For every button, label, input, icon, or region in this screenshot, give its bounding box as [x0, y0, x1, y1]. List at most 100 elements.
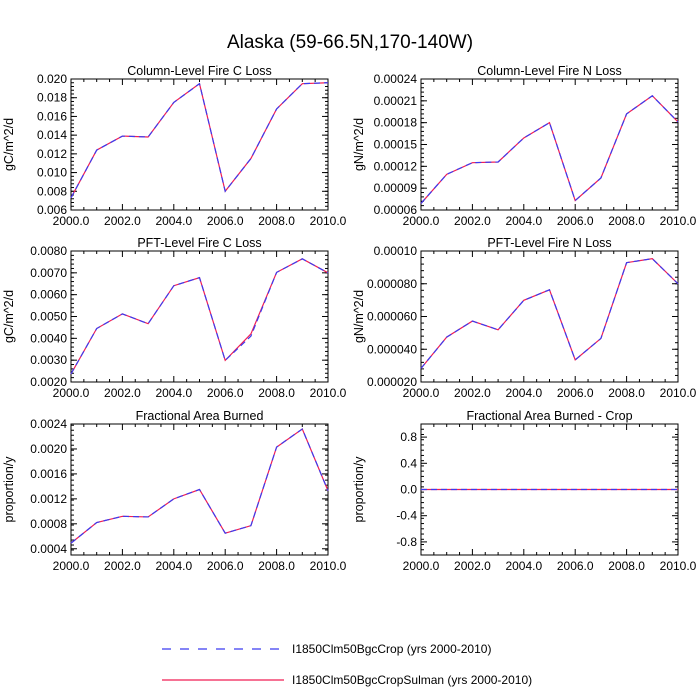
series-line-2 [70, 258, 329, 375]
legend-entry-2: I1850Clm50BgcCropSulman (yrs 2000-2010) [162, 673, 532, 687]
series-line-2 [420, 94, 679, 204]
plot-frame [70, 250, 329, 383]
y-tick-label: 0.006 [37, 203, 67, 217]
y-tick-label: -0.4 [396, 509, 417, 523]
y-tick-label: 0.0024 [30, 417, 67, 431]
x-tick-label: 2000.0 [53, 559, 90, 573]
y-tick-label: 0.00012 [374, 159, 418, 173]
x-tick-label: 2004.0 [505, 214, 542, 228]
y-tick-label: 0.8 [400, 430, 417, 444]
plot-frame [420, 78, 679, 211]
y-axis-label: gN/m^2/d [352, 290, 366, 343]
x-tick-label: 2004.0 [155, 386, 192, 400]
x-tick-label: 2000.0 [403, 559, 440, 573]
y-tick-label: 0.00018 [374, 116, 418, 130]
x-tick-label: 2002.0 [104, 559, 141, 573]
x-tick-label: 2002.0 [454, 559, 491, 573]
series-line-1 [420, 258, 679, 369]
x-tick-label: 2006.0 [557, 214, 594, 228]
x-tick-label: 2010.0 [310, 559, 347, 573]
legend: I1850Clm50BgcCrop (yrs 2000-2010) I1850Cl… [162, 642, 532, 687]
panel-title: PFT-Level Fire N Loss [487, 236, 611, 250]
x-tick-label: 2006.0 [207, 559, 244, 573]
x-tick-label: 2000.0 [403, 214, 440, 228]
figure-title: Alaska (59-66.5N,170-140W) [227, 32, 473, 53]
x-tick-label: 2008.0 [608, 559, 645, 573]
panel-4: PFT-Level Fire N Loss gN/m^2/d 2000.0 2002.… [352, 236, 697, 400]
y-tick-label: 0.0016 [30, 467, 67, 481]
y-tick-label: 0.00009 [374, 181, 418, 195]
panel-2: Column-Level Fire N Loss gN/m^2/d 2000.0 20… [352, 64, 697, 228]
x-tick-label: 2006.0 [557, 386, 594, 400]
legend-entry-1: I1850Clm50BgcCrop (yrs 2000-2010) [162, 642, 491, 656]
y-tick-label: 0.00006 [374, 203, 418, 217]
x-tick-label: 2010.0 [660, 386, 697, 400]
series-line-1 [70, 82, 329, 199]
y-tick-label: 0.0080 [30, 244, 67, 258]
x-tick-label: 2004.0 [505, 559, 542, 573]
panel-title: PFT-Level Fire C Loss [137, 236, 261, 250]
y-tick-label: 0.014 [37, 128, 67, 142]
x-tick-label: 2004.0 [155, 214, 192, 228]
y-tick-label: 0.008 [37, 184, 67, 198]
x-tick-label: 2002.0 [104, 386, 141, 400]
y-axis-label: proportion/y [352, 456, 366, 523]
panel-title: Column-Level Fire N Loss [477, 64, 622, 78]
plot-frame [420, 250, 679, 383]
y-tick-label: 0.0 [400, 483, 417, 497]
plot-frame [70, 78, 329, 211]
panel-title: Fractional Area Burned - Crop [466, 409, 632, 423]
x-tick-label: 2004.0 [505, 386, 542, 400]
y-tick-label: 0.0070 [30, 266, 67, 280]
series-line-2 [70, 82, 329, 199]
x-tick-label: 2004.0 [155, 559, 192, 573]
y-tick-label: 0.000020 [367, 375, 417, 389]
y-tick-label: 0.4 [400, 456, 417, 470]
series-line-1 [70, 258, 329, 375]
x-tick-label: 2002.0 [454, 214, 491, 228]
series-line-1 [420, 94, 679, 204]
y-tick-label: 0.0008 [30, 517, 67, 531]
x-tick-label: 2010.0 [310, 386, 347, 400]
x-tick-label: 2010.0 [660, 559, 697, 573]
x-tick-label: 2008.0 [258, 559, 295, 573]
x-tick-label: 2002.0 [104, 214, 141, 228]
x-tick-label: 2010.0 [660, 214, 697, 228]
x-tick-label: 2008.0 [608, 214, 645, 228]
y-tick-label: 0.000060 [367, 310, 417, 324]
y-tick-label: 0.0020 [30, 375, 67, 389]
panel-title: Column-Level Fire C Loss [127, 64, 272, 78]
y-axis-label: gN/m^2/d [352, 118, 366, 171]
y-tick-label: 0.00024 [374, 72, 418, 86]
panel-3: PFT-Level Fire C Loss gC/m^2/d 2000.0 2002.… [2, 236, 347, 400]
y-tick-label: 0.00010 [374, 244, 418, 258]
y-tick-label: 0.000040 [367, 342, 417, 356]
y-tick-label: 0.0004 [30, 542, 67, 556]
x-tick-label: 2006.0 [207, 214, 244, 228]
y-tick-label: 0.000080 [367, 277, 417, 291]
x-tick-label: 2008.0 [608, 386, 645, 400]
series-line-1 [70, 428, 329, 544]
y-tick-label: 0.010 [37, 166, 67, 180]
y-tick-label: 0.0060 [30, 288, 67, 302]
y-tick-label: 0.0030 [30, 353, 67, 367]
x-tick-label: 2008.0 [258, 214, 295, 228]
x-tick-label: 2000.0 [53, 214, 90, 228]
x-tick-label: 2010.0 [310, 214, 347, 228]
x-tick-label: 2000.0 [53, 386, 90, 400]
y-tick-label: 0.0012 [30, 492, 67, 506]
y-tick-label: 0.00015 [374, 138, 418, 152]
y-tick-label: 0.016 [37, 109, 67, 123]
panels: Column-Level Fire C Loss gC/m^2/d 2000.0 20… [2, 64, 697, 573]
y-tick-label: 0.020 [37, 72, 67, 86]
y-axis-label: proportion/y [2, 456, 16, 523]
y-tick-label: 0.0050 [30, 310, 67, 324]
panel-1: Column-Level Fire C Loss gC/m^2/d 2000.0 20… [2, 64, 347, 228]
y-tick-label: 0.012 [37, 147, 67, 161]
x-tick-label: 2006.0 [207, 386, 244, 400]
legend-label: I1850Clm50BgcCrop (yrs 2000-2010) [292, 642, 491, 656]
panel-5: Fractional Area Burned proportion/y 2000.0… [2, 409, 347, 573]
y-axis-label: gC/m^2/d [2, 118, 16, 171]
y-tick-label: 0.0020 [30, 442, 67, 456]
